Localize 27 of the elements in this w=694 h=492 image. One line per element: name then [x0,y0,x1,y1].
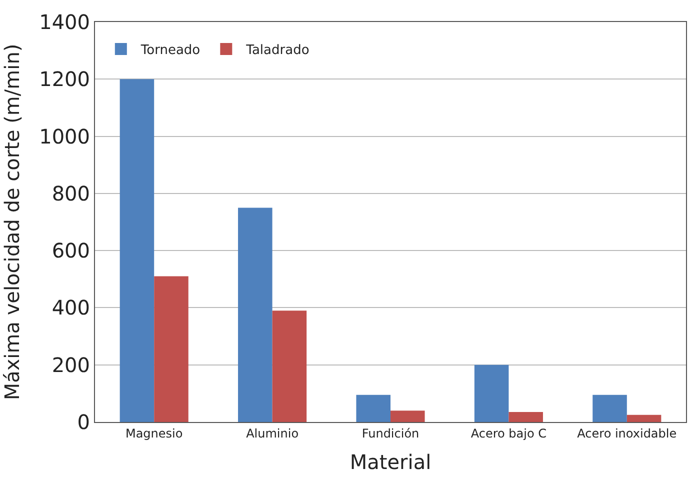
bar [592,394,627,422]
bar [272,310,307,422]
bar [508,412,543,422]
x-tick-label: Acero bajo C [470,426,547,440]
y-tick-label: 800 [52,181,90,206]
y-axis-title: Máxima velocidad de corte (m/min) [0,44,24,400]
y-tick-label: 1000 [39,124,90,148]
y-tick-label: 200 [52,352,90,377]
legend-label: Torneado [140,43,200,58]
y-tick-label: 0 [77,410,90,434]
bar [238,208,272,422]
bar [356,394,390,422]
x-axis-title: Material [350,450,432,474]
y-tick-label: 400 [52,296,90,320]
y-tick-label: 1200 [39,67,90,92]
x-tick-label: Acero inoxidable [577,426,677,440]
x-tick-label: Magnesio [125,426,183,440]
bar [474,364,509,422]
bar [390,410,425,422]
x-tick-label: Fundición [362,426,420,440]
legend-label: Taladrado [245,43,310,58]
bar [626,414,662,422]
x-tick-label: Aluminio [246,426,299,440]
bar [120,79,154,422]
bar [154,276,188,422]
y-tick-label: 1400 [39,10,90,34]
y-tick-label: 600 [52,238,90,263]
